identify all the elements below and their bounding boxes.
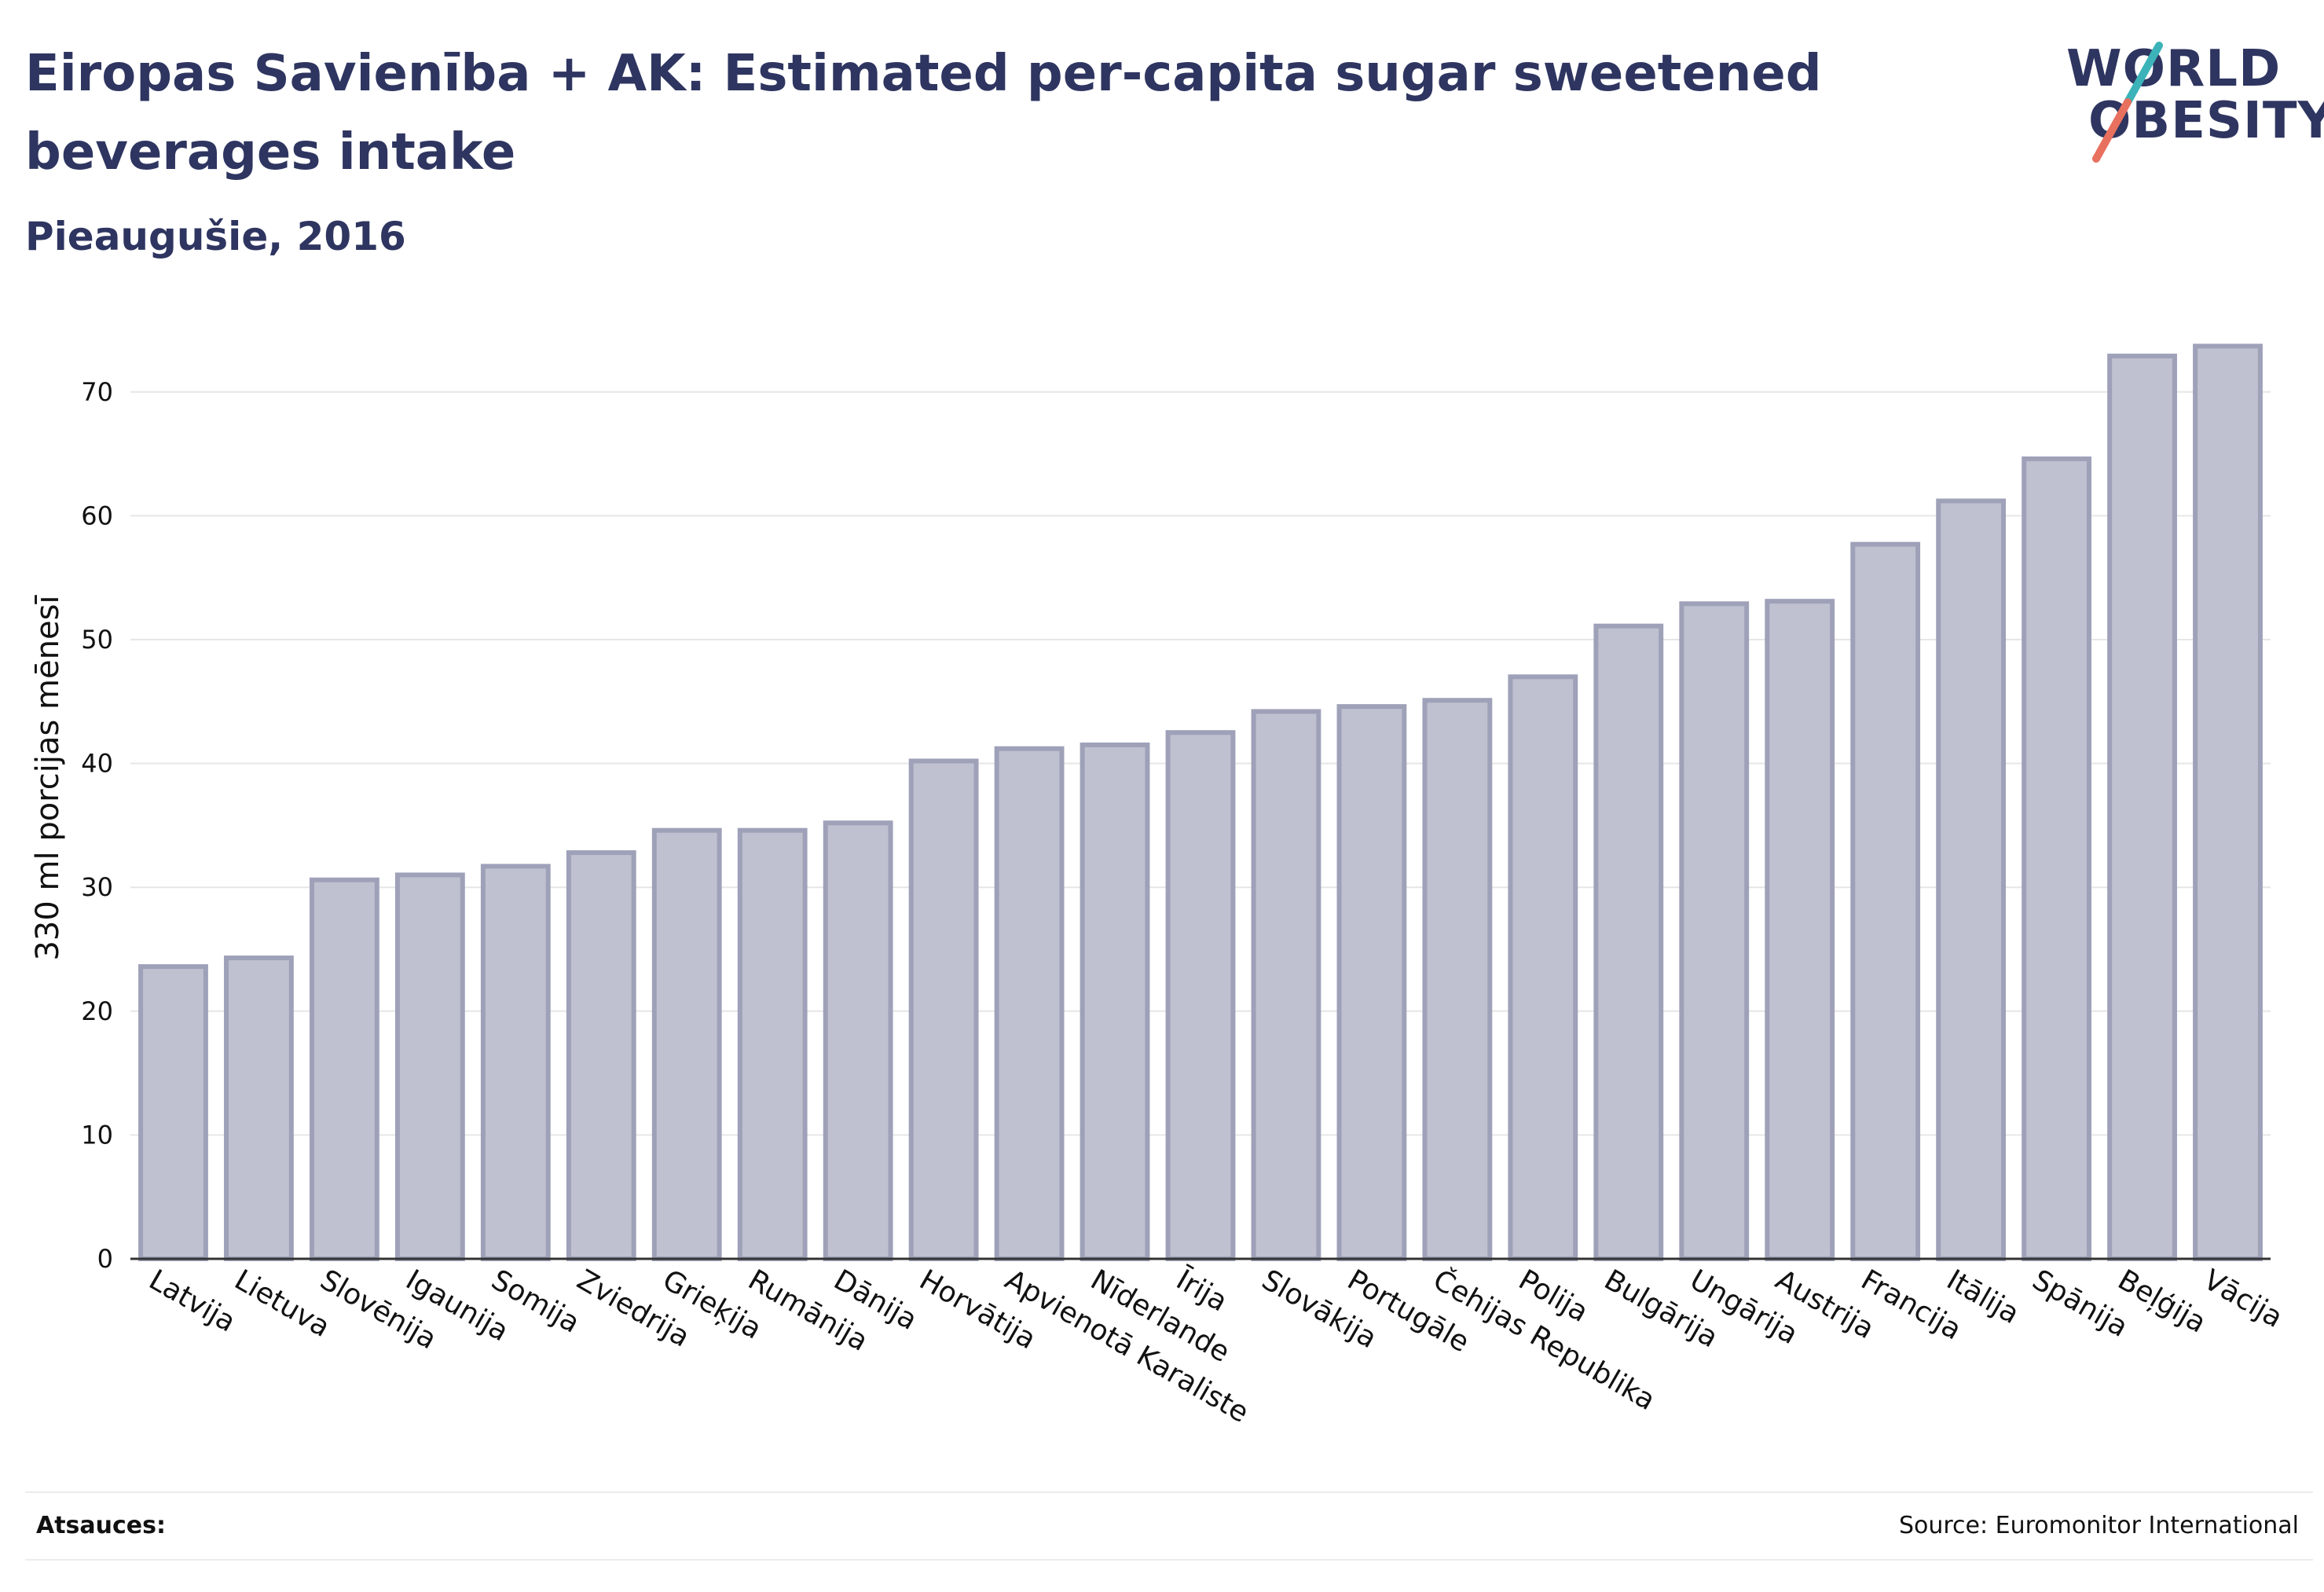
bar (224, 956, 294, 1261)
y-tick-label: 40 (81, 749, 113, 779)
bar (1165, 730, 1236, 1261)
logo-line1: WORLD (2066, 40, 2282, 98)
x-tick-label: Lietuva (229, 1264, 335, 1344)
bar (138, 964, 208, 1261)
bar (566, 850, 636, 1261)
references-label: Atsauces: (36, 1512, 166, 1539)
logo-slash-icon (2092, 42, 2163, 163)
bar (737, 827, 808, 1261)
x-tick-label: Spānija (2027, 1264, 2133, 1344)
footer-divider-bottom (25, 1559, 2313, 1561)
bar (1679, 601, 1750, 1261)
x-axis-labels: LatvijaLietuvaSlovēnijaIgaunijaSomijaZvi… (144, 1263, 2289, 1429)
bar (994, 746, 1065, 1261)
bar (1593, 623, 1664, 1261)
y-tick-label: 20 (81, 996, 113, 1026)
footer-divider-top (25, 1491, 2313, 1493)
source-text: Source: Euromonitor International (1898, 1512, 2299, 1539)
y-tick-label: 60 (81, 501, 113, 530)
bar (1850, 541, 1921, 1261)
bar (309, 877, 379, 1262)
y-tick-label: 30 (81, 872, 113, 902)
y-tick-label: 10 (81, 1120, 113, 1150)
bar (651, 827, 722, 1261)
bar (1336, 704, 1407, 1261)
bar (2107, 354, 2177, 1262)
bar (480, 864, 551, 1261)
bar (1080, 742, 1150, 1261)
bar (2193, 343, 2263, 1261)
bar (1508, 674, 1578, 1261)
y-axis-ticks: 0 10 20 30 40 50 60 70 (81, 377, 113, 1274)
x-tick-label: Latvija (144, 1264, 241, 1338)
bar (394, 872, 465, 1261)
bar (1936, 498, 2007, 1261)
world-obesity-logo: WORLD OBESITY (2051, 35, 2324, 168)
bar-chart: 0 10 20 30 40 50 60 70 LatvijaLietuvaSlovēnijaI… (30, 343, 2289, 1429)
y-axis-title: 330 ml porcijas mēnesī (30, 595, 66, 961)
bar (908, 758, 979, 1261)
x-tick-label: Vācija (2198, 1264, 2289, 1334)
x-tick-label: Beļģija (2113, 1264, 2212, 1339)
bar (1422, 698, 1493, 1261)
bar (1251, 709, 1321, 1261)
chart-title: Eiropas Savienība + AK: Estimated per-ca… (25, 45, 1822, 182)
bar (823, 820, 893, 1262)
bars (138, 343, 2263, 1262)
bar (2022, 456, 2092, 1261)
y-tick-label: 70 (81, 377, 113, 407)
y-tick-label: 50 (81, 625, 113, 655)
chart-subtitle: Pieaugušie, 2016 (25, 214, 406, 259)
y-tick-label: 0 (97, 1244, 113, 1274)
bar (1765, 599, 1835, 1261)
